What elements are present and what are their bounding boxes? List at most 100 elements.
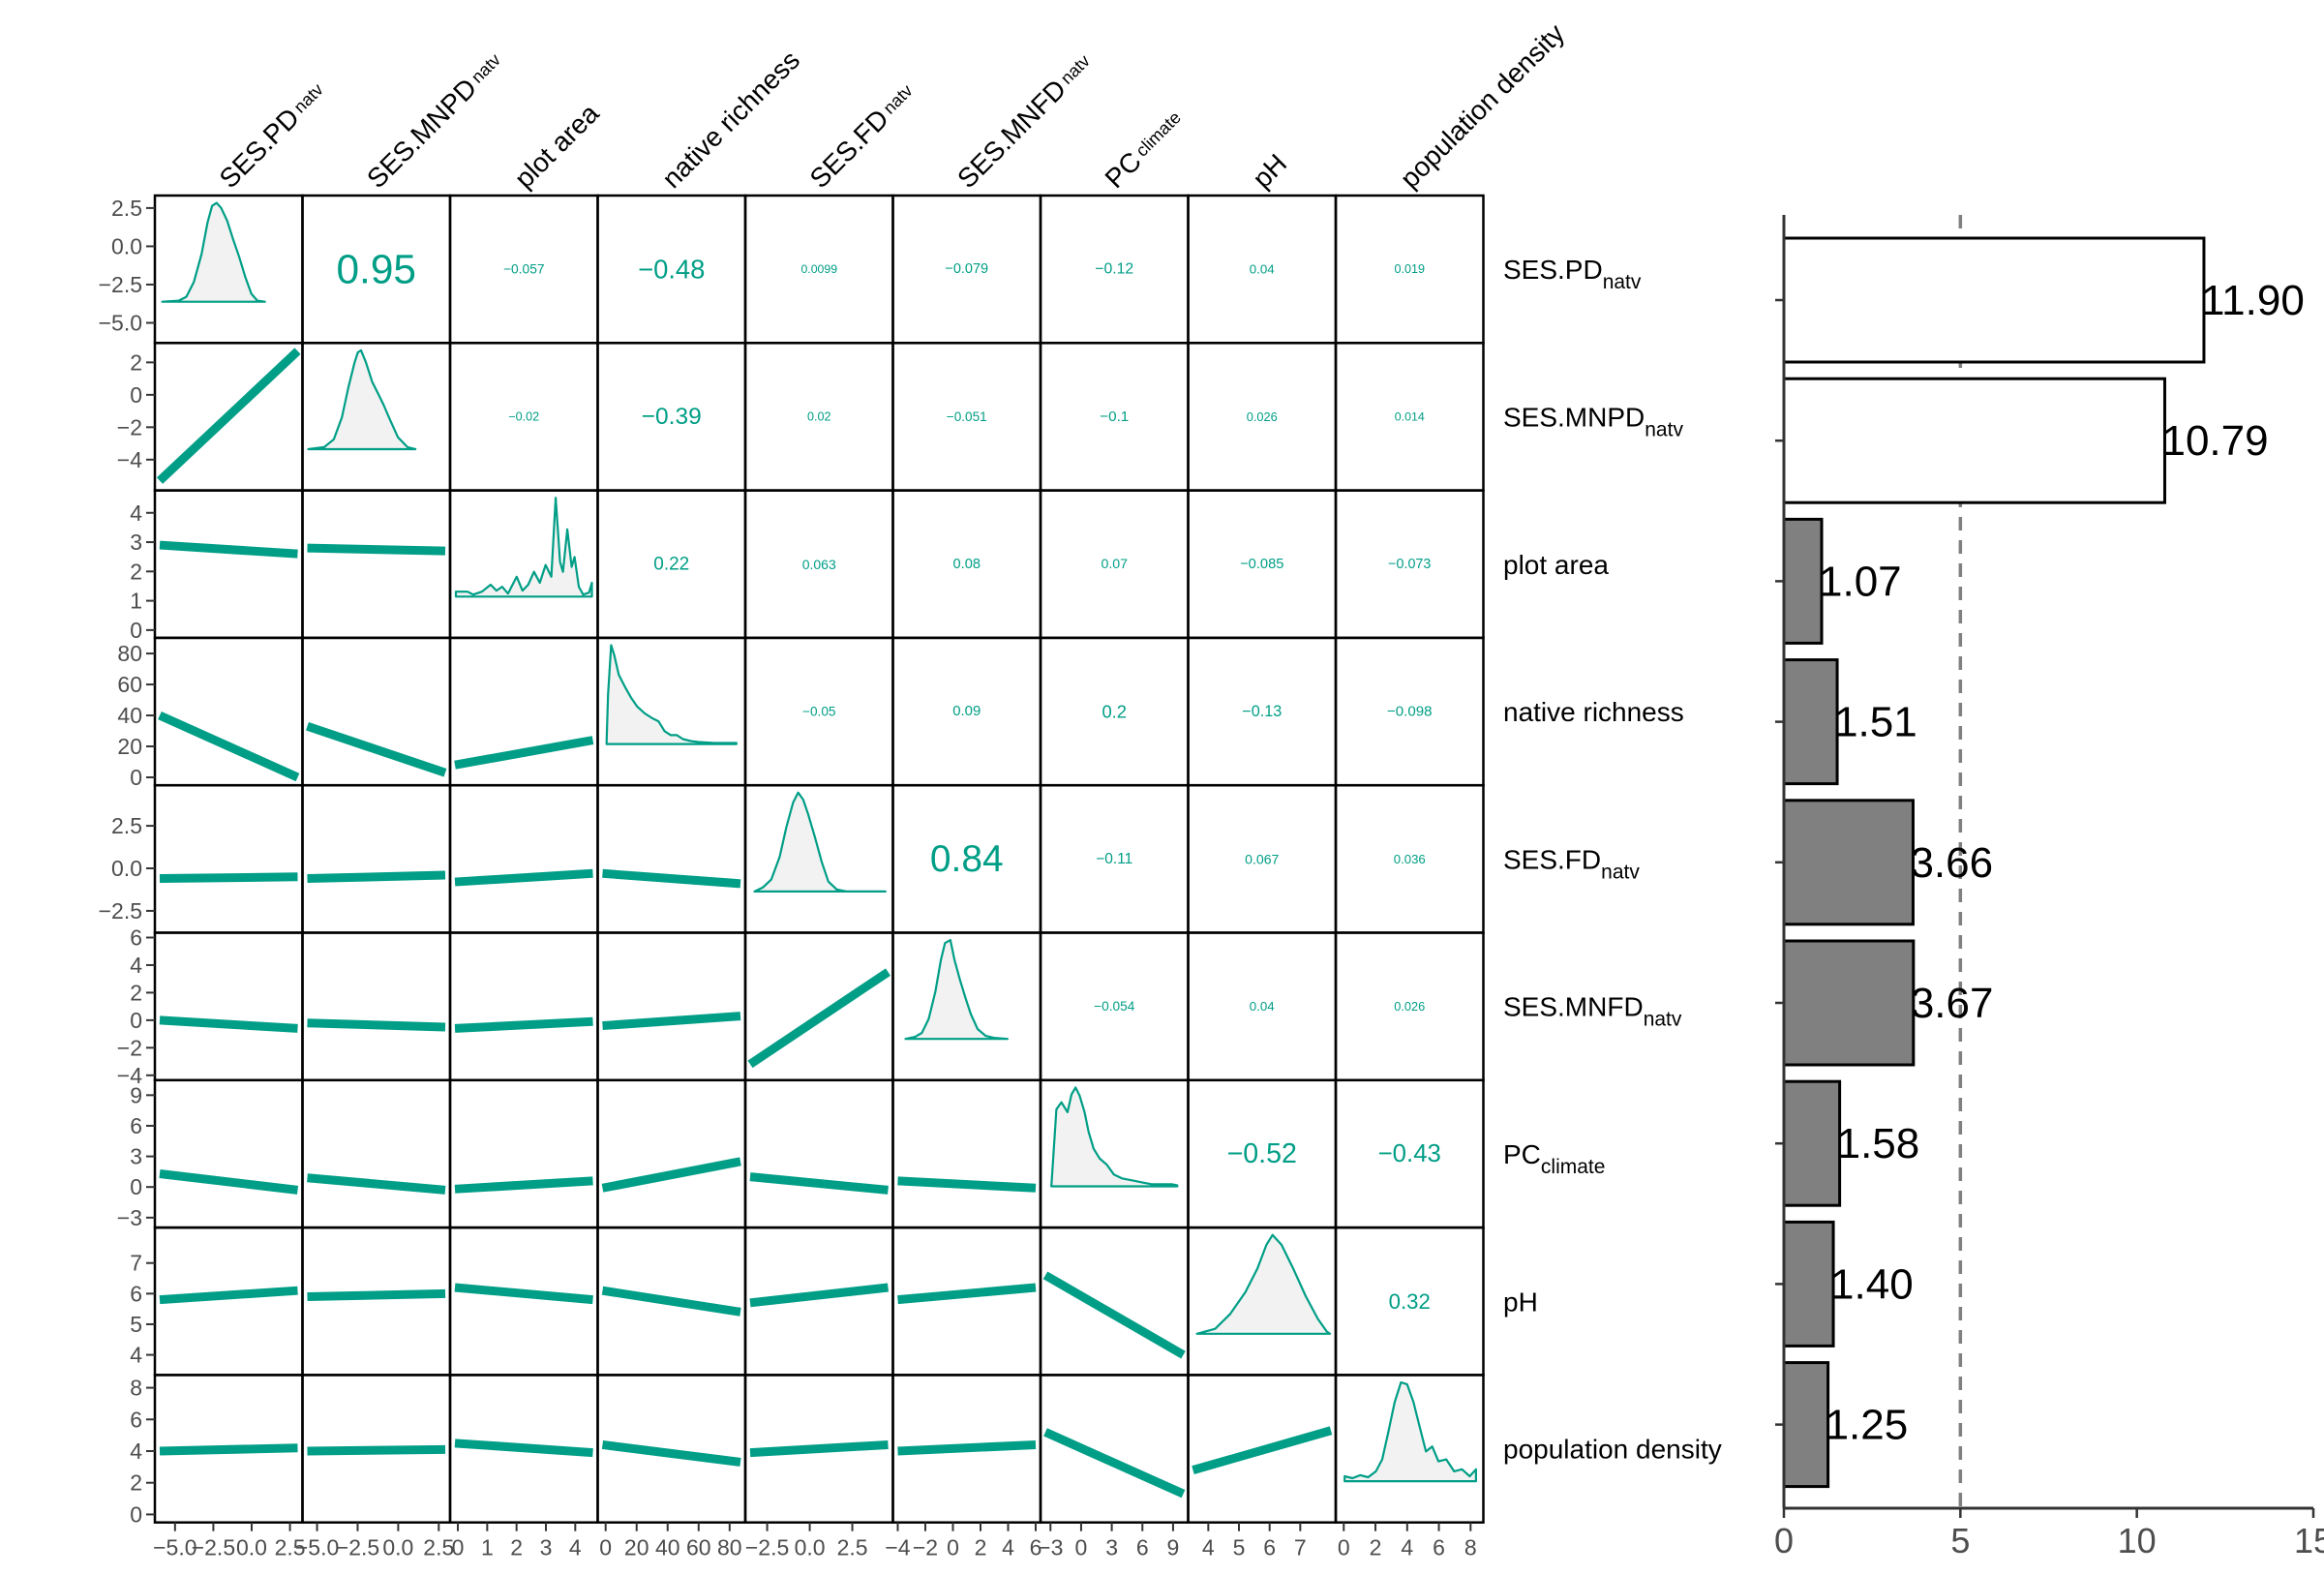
x-tick-label: −2.5 [192, 1535, 235, 1560]
column-label-base: SES.MNPD [361, 73, 482, 194]
density-curve-3 [605, 644, 738, 745]
column-label-5: SES.MNFDnatv [951, 47, 1098, 194]
correlation-value-3-5: 0.09 [952, 704, 981, 719]
trend-line-7-4 [749, 1283, 889, 1308]
column-label-base: pH [1247, 148, 1292, 194]
y-tick-label: 9 [130, 1082, 142, 1107]
row-label-sub: natv [1603, 271, 1642, 293]
trend-line-5-3 [602, 1012, 741, 1031]
y-tick-label: −2 [117, 414, 142, 439]
x-tick-label: 2 [975, 1535, 987, 1560]
vif-x-tick-label: 5 [1950, 1521, 1970, 1560]
y-tick-label: 4 [130, 953, 142, 978]
column-label-base: population density [1395, 18, 1571, 195]
row-label-8: population density [1503, 1435, 1722, 1465]
column-label-8: population density [1395, 18, 1571, 195]
x-tick-label: −2.5 [745, 1535, 789, 1560]
density-curve-5 [904, 939, 1009, 1041]
x-tick-label: 4 [1202, 1535, 1215, 1560]
column-label-2: plot area [509, 98, 605, 194]
column-label-sub: natv [290, 79, 327, 116]
x-tick-label: 0 [1075, 1535, 1088, 1560]
x-axis-ticks: −5.0−2.5 0.0 2.5−5.0−2.5 0.0 2.50 1 2 3 4 0 20 40 60… [153, 1522, 1477, 1560]
x-tick-label: 3 [1105, 1535, 1118, 1560]
correlation-value-2-7: −0.085 [1240, 557, 1283, 572]
row-label-base: pH [1503, 1287, 1538, 1317]
y-tick-label: 2 [130, 349, 142, 375]
density-curve-0 [161, 201, 266, 303]
correlation-value-5-8: 0.026 [1394, 999, 1425, 1014]
row-label-base: population density [1503, 1435, 1722, 1465]
y-tick-label: −2.5 [99, 898, 142, 924]
vif-value-label-6: 1.58 [1837, 1120, 1920, 1167]
trend-line-8-1 [307, 1444, 446, 1456]
panel-border-4-1 [301, 783, 452, 934]
correlation-value-1-2: −0.02 [508, 409, 539, 423]
panel-border-5-4 [743, 931, 894, 1082]
x-tick-label: 0.0 [236, 1535, 267, 1560]
trend-line-4-0 [159, 872, 298, 884]
row-label-4: SES.FDnatv [1503, 844, 1640, 883]
panel-border-6-1 [301, 1078, 452, 1229]
trend-line-7-0 [159, 1286, 298, 1305]
x-tick-label: 8 [1464, 1535, 1477, 1560]
correlation-value-0-5: −0.079 [945, 261, 988, 277]
y-tick-label: 0 [130, 1174, 142, 1199]
x-tick-label: 0 [452, 1535, 465, 1560]
y-tick-label: 6 [130, 1407, 142, 1432]
panel-border-2-1 [301, 489, 452, 640]
trend-line-8-3 [601, 1439, 741, 1467]
vif-bar-4 [1782, 799, 1915, 926]
x-tick-label: 7 [1294, 1535, 1307, 1560]
y-tick-label: −2 [117, 1035, 142, 1060]
y-tick-label: 1 [130, 589, 142, 614]
y-tick-label: 0 [130, 765, 142, 790]
y-tick-label: 8 [130, 1376, 142, 1401]
y-tick-label: 2.5 [111, 196, 142, 221]
y-tick-label: 2 [130, 980, 142, 1005]
y-tick-label: 7 [130, 1251, 142, 1276]
y-tick-label: 5 [130, 1312, 142, 1337]
correlation-value-5-6: −0.054 [1094, 999, 1135, 1014]
row-label-0: SES.PDnatv [1503, 255, 1642, 293]
trend-line-7-2 [454, 1283, 593, 1305]
y-tick-label: 0.0 [111, 856, 142, 881]
vif-value-label-1: 10.79 [2161, 417, 2268, 465]
x-tick-label: 40 [655, 1535, 680, 1560]
vif-bar-3 [1782, 658, 1839, 786]
x-tick-label: −4 [885, 1535, 910, 1560]
correlation-value-2-3: 0.22 [653, 554, 689, 574]
vif-x-tick-label: 15 [2294, 1521, 2324, 1560]
correlation-value-4-5: 0.84 [930, 838, 1004, 880]
correlation-value-2-6: 0.07 [1101, 557, 1128, 572]
x-tick-label: −5.0 [153, 1535, 196, 1560]
panel-border-7-1 [301, 1226, 452, 1377]
x-tick-label: 2.5 [275, 1535, 306, 1560]
trend-line-3-2 [454, 736, 594, 770]
x-tick-label: 4 [569, 1535, 582, 1560]
trend-line-7-3 [601, 1286, 741, 1317]
density-curve-1 [307, 348, 417, 451]
row-label-7: pH [1503, 1287, 1538, 1317]
panel-border-2-0 [153, 489, 304, 640]
correlation-value-6-8: −0.43 [1378, 1140, 1441, 1167]
x-tick-label: 6 [1263, 1535, 1276, 1560]
vif-x-tick-label: 10 [2118, 1521, 2157, 1560]
y-tick-label: −4 [117, 447, 142, 472]
x-tick-label: −5.0 [295, 1535, 339, 1560]
correlation-value-1-4: 0.02 [807, 409, 831, 423]
x-tick-label: 9 [1167, 1535, 1180, 1560]
trend-line-5-0 [159, 1015, 298, 1033]
y-tick-label: 0 [130, 382, 142, 408]
x-tick-label: 2.5 [837, 1535, 868, 1560]
panels: 0.95 −0.057 −0.48 0.0099 −0.079 −0.12 0.04 0.01… [153, 194, 1485, 1524]
y-tick-label: −2.5 [99, 272, 142, 297]
row-label-sub: natv [1601, 861, 1640, 883]
panel-border-6-3 [596, 1078, 747, 1229]
row-label-base: SES.FD [1503, 844, 1601, 874]
y-tick-label: 40 [117, 703, 142, 728]
correlation-value-3-8: −0.098 [1387, 704, 1433, 720]
correlation-value-3-6: 0.2 [1102, 702, 1127, 722]
column-label-base: SES.PD [214, 103, 306, 195]
